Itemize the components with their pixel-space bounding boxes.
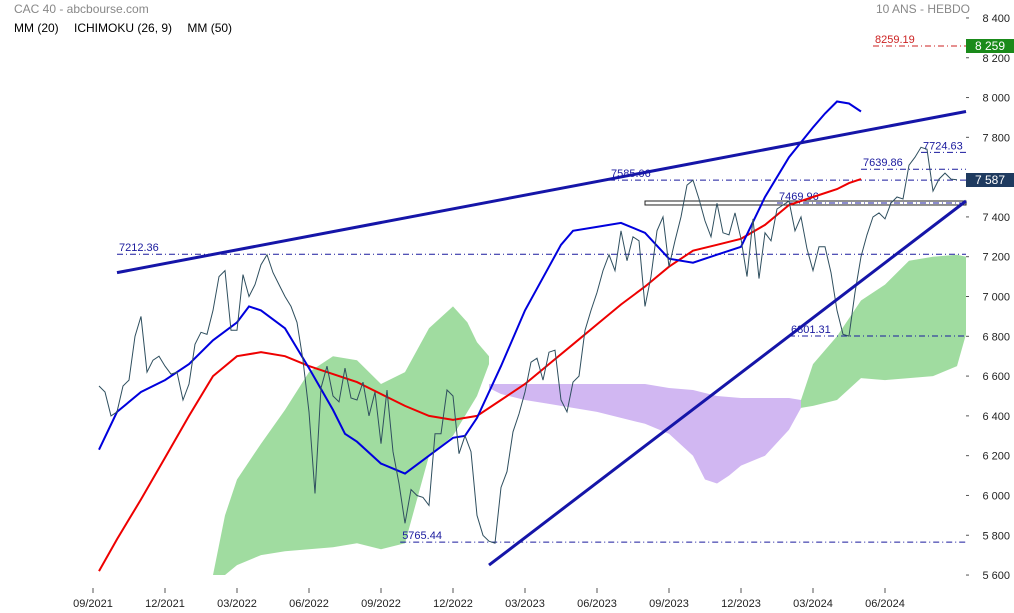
x-tick-label: 03/2022 [217, 598, 257, 610]
level-label-5765.44: 5765.44 [402, 530, 442, 542]
price-line [98, 146, 958, 544]
level-label-7724.63: 7724.63 [923, 140, 963, 152]
x-tick-label: 03/2024 [793, 598, 833, 610]
x-tick-label: 09/2021 [73, 598, 113, 610]
x-tick-label: 06/2023 [577, 598, 617, 610]
legend: MM (20) ICHIMOKU (26, 9) MM (50) [14, 21, 244, 35]
price-tag-last: 7 587 [966, 172, 1014, 187]
price-layer [98, 146, 958, 544]
trendlines [116, 109, 967, 567]
y-tick-label: 5 600 [982, 570, 1010, 582]
y-tick-label: 6 400 [982, 411, 1010, 423]
y-tick-label: 8 200 [982, 53, 1010, 65]
cloud-green-0 [213, 306, 489, 575]
level-label-7212.36: 7212.36 [119, 242, 159, 254]
x-tick-label: 09/2022 [361, 598, 401, 610]
trendline-0 [116, 109, 967, 275]
y-tick-label: 6 000 [982, 490, 1010, 502]
mm50-layer [98, 178, 862, 572]
chart-source: CAC 40 - abcbourse.com [14, 2, 149, 16]
price-tag-high: 8 259 [966, 39, 1014, 53]
x-tick-label: 12/2021 [145, 598, 185, 610]
x-tick-label: 03/2023 [505, 598, 545, 610]
y-tick-label: 6 600 [982, 371, 1010, 383]
chart-period: 10 ANS - HEBDO [875, 2, 970, 16]
x-tick-label: 12/2022 [433, 598, 473, 610]
legend-entry-ichimoku[interactable]: ICHIMOKU (26, 9) [74, 21, 173, 35]
trendline-1 [488, 199, 967, 567]
level-label-7469.96: 7469.96 [779, 191, 819, 203]
mm50-line [98, 178, 862, 572]
mm20-line [98, 100, 862, 475]
level-label-7639.86: 7639.86 [863, 157, 903, 169]
x-tick-label: 12/2023 [721, 598, 761, 610]
legend-entry-mm50[interactable]: MM (50) [187, 21, 233, 35]
y-tick-label: 7 800 [982, 132, 1010, 144]
x-tick-label: 09/2023 [649, 598, 689, 610]
x-axis: 09/2021 12/2021 03/2022 06/2022 09/2022 12/20… [73, 588, 905, 610]
y-tick-label: 5 800 [982, 530, 1010, 542]
legend-entry-mm20[interactable]: MM (20) [14, 21, 59, 35]
x-tick-label: 06/2022 [289, 598, 329, 610]
y-tick-label: 8 400 [982, 13, 1010, 25]
y-tick-label: 7 200 [982, 252, 1010, 264]
y-tick-label: 6 200 [982, 451, 1010, 463]
y-tick-label: 7 400 [982, 212, 1010, 224]
cloud-green-1 [801, 232, 966, 408]
horizontal-levels: 8259.197724.637639.867585.067469.967212.… [117, 34, 966, 543]
resistance-box [644, 200, 967, 206]
y-tick-label: 6 800 [982, 331, 1010, 343]
cloud-purple-0 [489, 384, 801, 484]
x-tick-label: 06/2024 [865, 598, 905, 610]
y-tick-label: 7 000 [982, 292, 1010, 304]
ichimoku-cloud [213, 232, 966, 575]
mm20-layer [98, 100, 862, 475]
resistance-zone [644, 200, 967, 206]
level-label-8259.19: 8259.19 [875, 34, 915, 46]
y-tick-label: 8 000 [982, 93, 1010, 105]
